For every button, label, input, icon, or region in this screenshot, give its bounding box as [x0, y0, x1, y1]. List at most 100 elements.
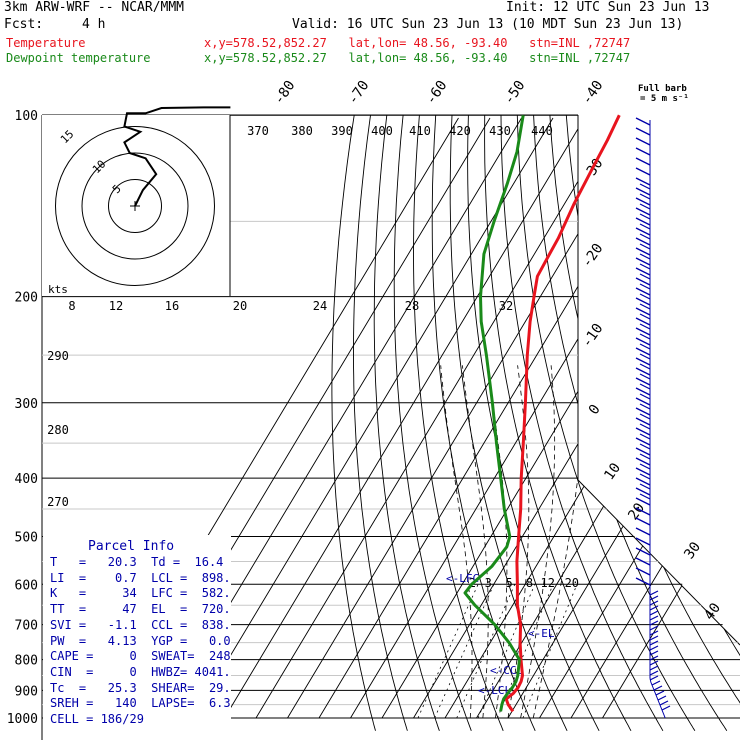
wind-barb [639, 373, 651, 380]
wind-barb [635, 467, 651, 476]
isotherm-label: 30 [681, 539, 704, 562]
parcel-info-row: T = 20.3 Td = 16.4 [50, 555, 224, 569]
dewpoint-profile [463, 114, 525, 712]
hodograph-speed-label: 20 [233, 299, 247, 313]
isotherm-line [602, 117, 740, 719]
theta-label: 390 [331, 124, 353, 138]
wind-barb [635, 157, 651, 166]
dry-adiabat [582, 115, 740, 732]
dry-adiabat [413, 115, 504, 731]
level-label: <-EL [528, 627, 555, 640]
dewpoint-legend-label: Dewpoint temperature [6, 51, 151, 65]
wind-barb [649, 605, 659, 611]
forecast-label: Fcst: [4, 17, 44, 32]
wind-barb [639, 303, 651, 310]
wind-barb [639, 473, 651, 480]
wind-barb [639, 233, 651, 240]
isotherm-label: -50 [501, 78, 529, 108]
wind-barb [651, 680, 661, 686]
hodograph-speed-label: 28 [405, 299, 419, 313]
mixing-ratio-line [522, 584, 578, 719]
level-label: <-LFC [446, 572, 479, 585]
hodograph-ring [108, 179, 162, 233]
wind-barb [639, 413, 651, 420]
hodograph-speed-label: 16 [165, 299, 179, 313]
full-barb-note: Full barb [638, 84, 687, 94]
hodograph-speed-label: 32 [499, 299, 513, 313]
wind-barb [635, 317, 651, 326]
isotherm-label: 40 [701, 600, 724, 623]
mixing-ratio-label: 5 [506, 576, 513, 590]
dry-adiabat [484, 115, 632, 732]
hodograph-ring [55, 126, 215, 286]
isotherm-line [192, 117, 554, 719]
pressure-tick-label: 800 [15, 654, 38, 669]
dry-adiabat [331, 115, 376, 731]
mixing-ratio-label: 3 [485, 576, 492, 590]
wind-barb [639, 273, 651, 280]
wind-barb [635, 177, 651, 186]
pressure-tick-label: 700 [15, 619, 38, 634]
wind-barb [639, 263, 651, 270]
wind-barb [635, 507, 651, 516]
isotherm-label: -80 [271, 78, 299, 108]
dry-adiabat [680, 115, 740, 732]
wind-barb [639, 463, 651, 470]
wind-barb [649, 620, 659, 626]
wind-barb [635, 127, 651, 136]
wind-barb [649, 600, 659, 606]
mixing-ratio-line [434, 584, 495, 719]
wind-barb [639, 293, 651, 300]
dry-adiabat [663, 115, 740, 732]
valid-time: Valid: 16 UTC Sun 23 Jun 13 (10 MDT Sun … [292, 17, 684, 32]
parcel-info-row: SREH = 140 LAPSE= 6.3 [50, 696, 231, 711]
dewpoint-legend-info: x,y=578.52,852.27 lat,lon= 48.56, -93.40… [204, 51, 631, 65]
theta-label: 430 [489, 124, 511, 138]
right-diagonal-axis [577, 479, 740, 646]
wind-barb [635, 447, 651, 456]
parcel-info-bg [43, 535, 231, 740]
wind-barb [639, 323, 651, 330]
hodograph-ring [81, 152, 189, 260]
wind-barb [639, 333, 651, 340]
wind-barb [639, 403, 651, 410]
mixing-ratio-line [456, 584, 516, 719]
moist-adiabat [462, 365, 489, 719]
dry-adiabat [449, 115, 568, 731]
theta-label: 420 [449, 124, 471, 138]
isotherm-label: 0 [586, 402, 604, 418]
mixing-ratio-line [417, 584, 479, 719]
dry-adiabat [647, 115, 740, 732]
dry-adiabat [533, 115, 728, 732]
wind-barb [639, 353, 651, 360]
moist-adiabat [487, 365, 508, 719]
wind-barb [639, 483, 651, 490]
wind-barb [635, 577, 651, 586]
parcel-info-title: Parcel Info [88, 539, 175, 554]
wind-barb [639, 443, 651, 450]
dry-adiabat [500, 115, 664, 732]
temperature-legend-label: Temperature [6, 36, 86, 50]
wind-barb [649, 590, 659, 596]
wind-barb [635, 417, 651, 426]
pressure-tick-label: 400 [15, 472, 38, 487]
wind-barb [659, 700, 669, 706]
wind-barb [639, 343, 651, 350]
barb-staff-low [649, 590, 666, 719]
wind-barb [661, 705, 671, 711]
model-title: 3km ARW-WRF -- NCAR/MMM [4, 0, 185, 15]
wind-barb [635, 307, 651, 316]
theta-label: 380 [291, 124, 313, 138]
init-time: Init: 12 UTC Sun 23 Jun 13 [506, 0, 710, 15]
isotherm-line [444, 117, 740, 719]
hodograph-speed-label: 24 [313, 299, 327, 313]
hodograph-trace [123, 106, 231, 207]
wind-barb [649, 675, 659, 681]
wind-barb [635, 367, 651, 376]
wind-barb [635, 117, 651, 126]
isotherm-line [570, 117, 740, 719]
wind-barb [639, 193, 651, 200]
wind-barb [639, 243, 651, 250]
wind-barb [649, 640, 659, 646]
